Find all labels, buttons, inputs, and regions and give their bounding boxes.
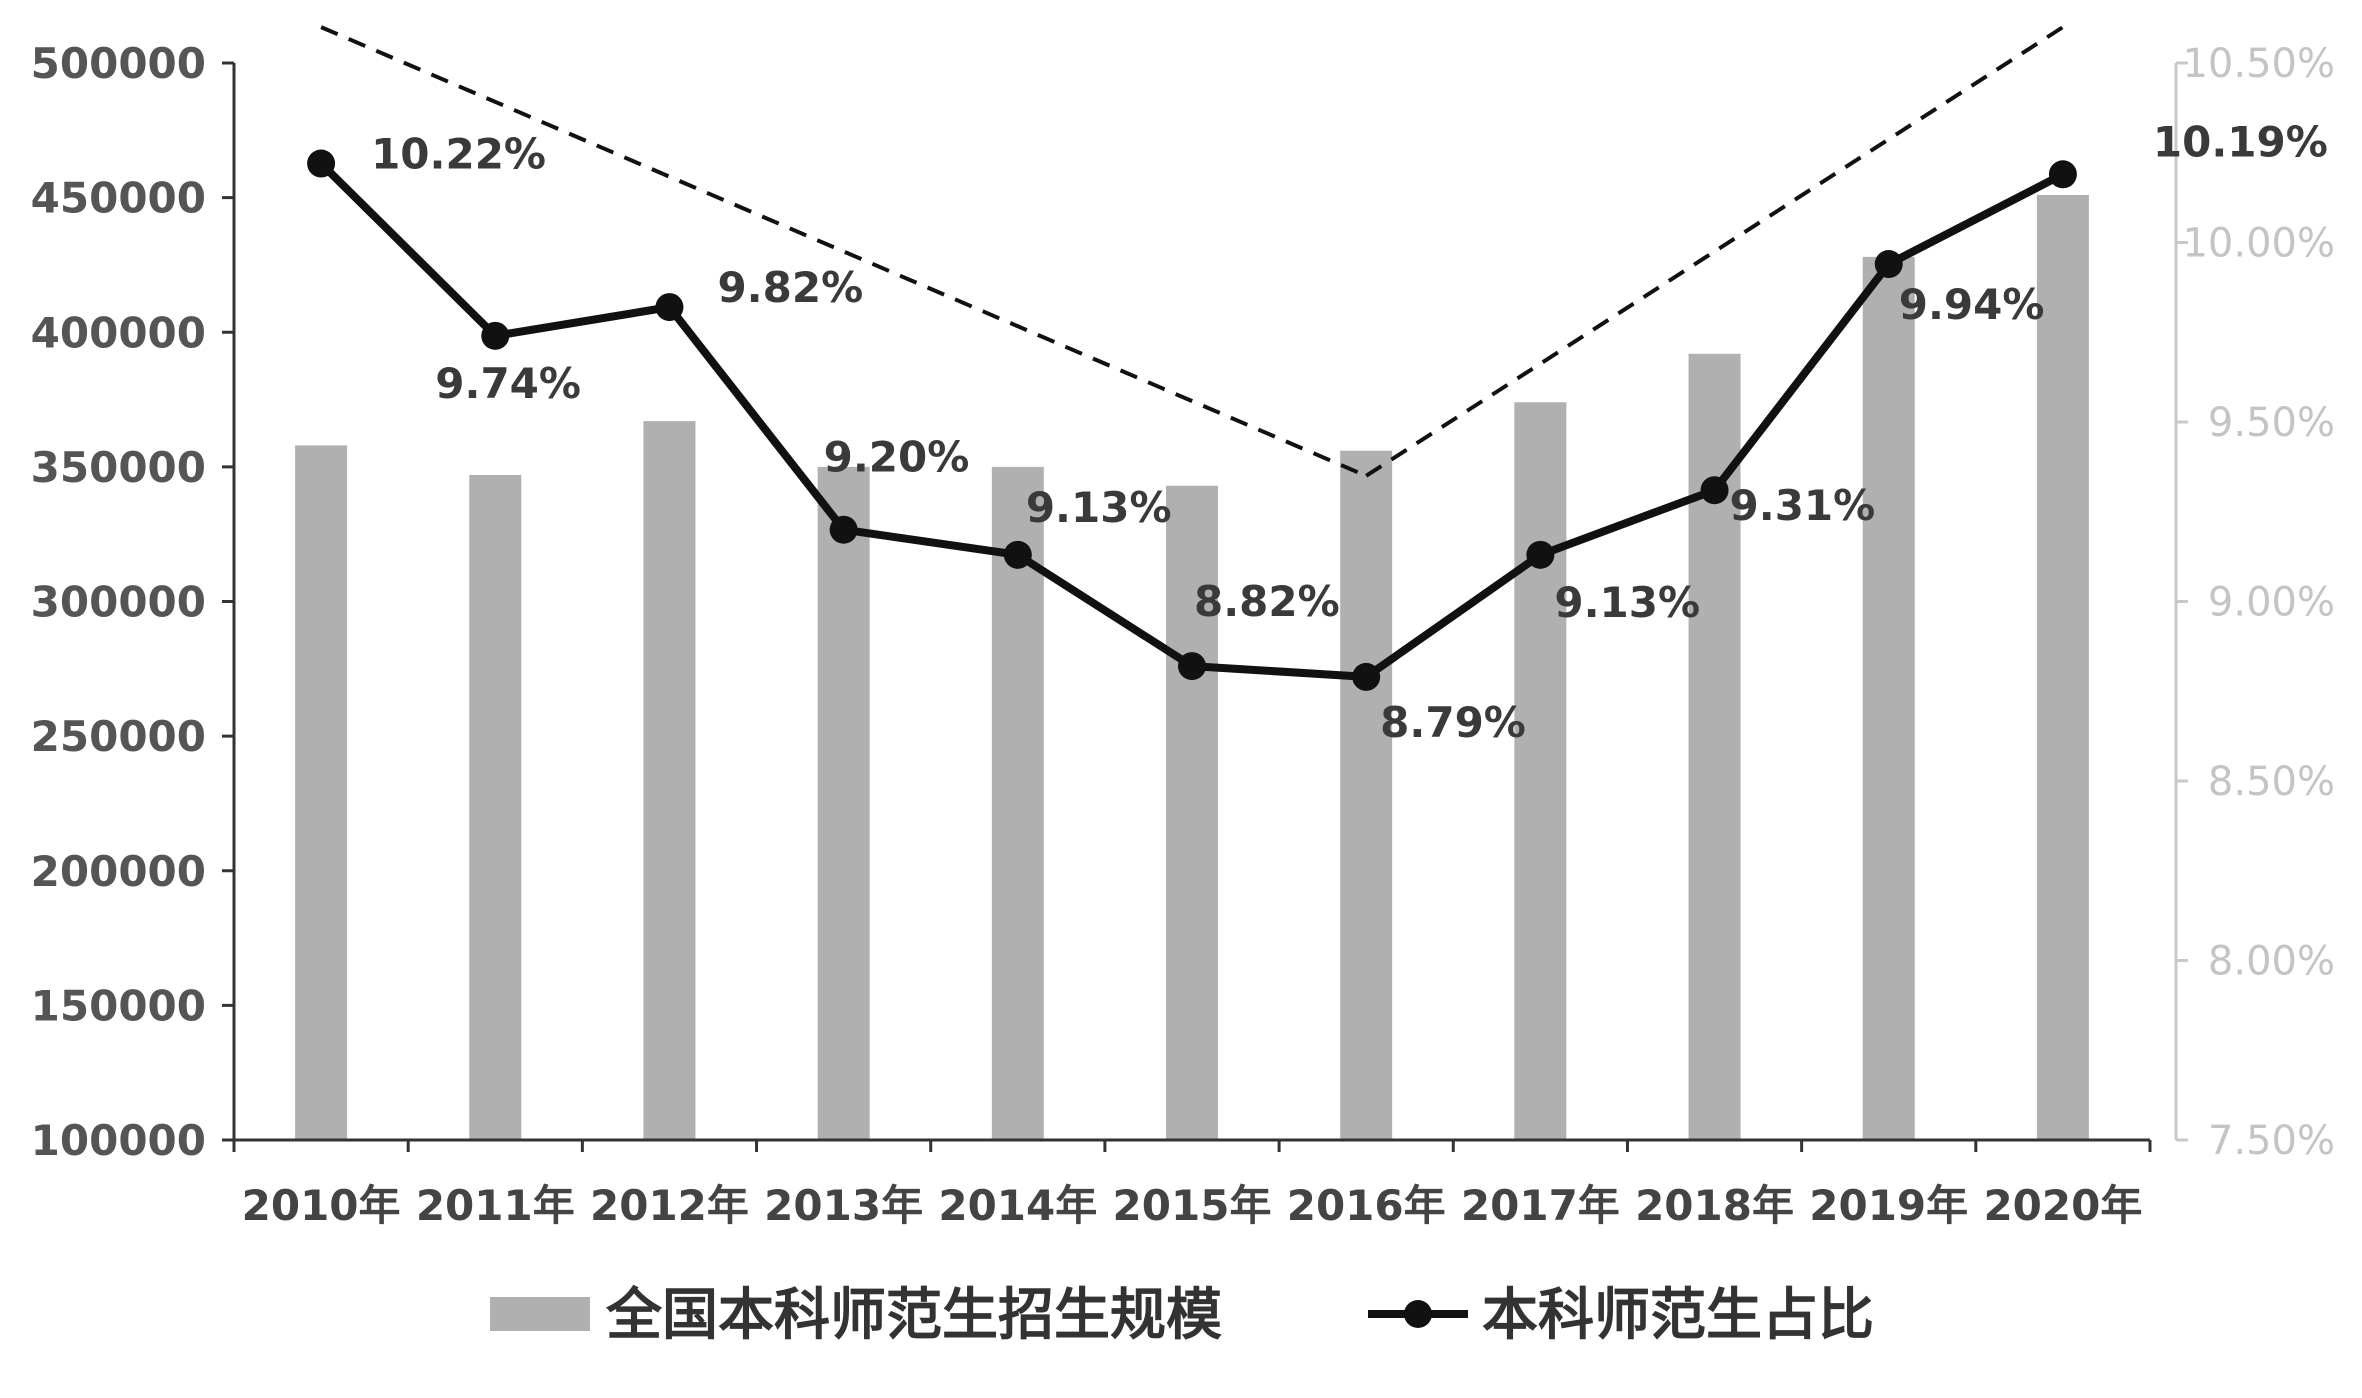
bar xyxy=(991,466,1044,1140)
legend: 全国本科师范生招生规模 本科师范生占比 xyxy=(490,1283,1874,1348)
bar xyxy=(1862,256,1915,1140)
x-tick-label: 2016年 xyxy=(1287,1181,1446,1230)
line-point xyxy=(655,293,684,322)
line-point xyxy=(1526,540,1555,569)
x-tick-label: 2012年 xyxy=(590,1181,749,1230)
line-point xyxy=(1700,476,1729,505)
line-point xyxy=(2048,160,2077,189)
data-label: 10.22% xyxy=(371,130,546,179)
right-tick-label: 9.50% xyxy=(2208,400,2335,446)
x-tick-label: 2015年 xyxy=(1113,1181,1272,1230)
trend-lines xyxy=(320,25,2064,478)
bars-layer xyxy=(295,194,2089,1141)
line-point xyxy=(1178,652,1206,681)
line-point xyxy=(1352,662,1381,691)
data-label: 10.19% xyxy=(2153,117,2328,166)
bar xyxy=(1514,402,1567,1140)
bar xyxy=(817,466,870,1140)
data-labels: 10.22% 9.74% 9.82% 9.20% 9.13% 8.82% 8.79% 9.13… xyxy=(371,117,2328,747)
x-tick-label: 2011年 xyxy=(416,1181,575,1230)
data-label: 8.82% xyxy=(1194,577,1340,626)
x-tick-label: 2017年 xyxy=(1461,1181,1620,1230)
trend-line xyxy=(320,25,1367,478)
data-label: 9.31% xyxy=(1730,481,1876,530)
right-tick-label: 7.50% xyxy=(2208,1118,2335,1164)
right-tick-label: 9.00% xyxy=(2208,580,2335,626)
right-tick-label: 8.50% xyxy=(2208,759,2335,805)
line-point xyxy=(1874,250,1903,279)
bar xyxy=(469,474,522,1140)
x-tick-label: 2019年 xyxy=(1809,1181,1968,1230)
data-label: 9.74% xyxy=(435,359,581,408)
legend-line-marker xyxy=(1404,1300,1432,1328)
right-axis-ticks: 10.50% 10.00% 9.50% 9.00% 8.50% 8.00% 7.50% xyxy=(2176,41,2335,1164)
legend-bar-label: 全国本科师范生招生规模 xyxy=(605,1283,1222,1348)
line-point xyxy=(307,149,336,178)
left-tick-label: 500000 xyxy=(31,39,206,88)
right-tick-label: 10.00% xyxy=(2182,221,2335,267)
left-tick-label: 100000 xyxy=(31,1116,206,1165)
x-tick-label: 2020年 xyxy=(1983,1181,2142,1230)
data-label: 9.82% xyxy=(717,263,863,312)
data-label: 9.94% xyxy=(1899,280,2045,329)
x-tick-label: 2014年 xyxy=(938,1181,1097,1230)
right-tick-label: 10.50% xyxy=(2182,41,2335,87)
data-label: 9.13% xyxy=(1026,483,1172,532)
left-tick-label: 300000 xyxy=(31,578,206,627)
left-tick-label: 200000 xyxy=(31,847,206,896)
x-axis-ticks: 2010年 2011年 2012年 2013年 2014年 2015年 2016年 2017年… xyxy=(232,1140,2152,1230)
line-point xyxy=(829,515,858,544)
data-label: 8.79% xyxy=(1380,698,1526,747)
legend-bar-swatch xyxy=(490,1297,590,1331)
bar xyxy=(2036,194,2089,1140)
left-tick-label: 150000 xyxy=(31,981,206,1030)
legend-line-label: 本科师范生占比 xyxy=(1482,1283,1874,1348)
bar xyxy=(1166,485,1218,1140)
line-point xyxy=(1003,540,1032,569)
x-tick-label: 2013年 xyxy=(764,1181,923,1230)
left-tick-label: 450000 xyxy=(31,174,206,223)
bar xyxy=(295,445,348,1141)
x-tick-label: 2010年 xyxy=(242,1181,401,1230)
line-series xyxy=(307,149,2077,691)
left-axis-ticks: 500000 450000 400000 350000 300000 250000 2000… xyxy=(31,39,234,1165)
trend-line xyxy=(1365,25,2064,478)
data-label: 9.13% xyxy=(1554,578,1700,627)
bar xyxy=(1340,450,1393,1141)
data-label: 9.20% xyxy=(824,433,970,482)
left-tick-label: 250000 xyxy=(31,712,206,761)
right-tick-label: 8.00% xyxy=(2208,939,2335,985)
x-tick-label: 2018年 xyxy=(1635,1181,1794,1230)
left-tick-label: 350000 xyxy=(31,443,206,492)
line-point xyxy=(481,321,510,350)
bar xyxy=(643,421,696,1140)
left-tick-label: 400000 xyxy=(31,308,206,357)
